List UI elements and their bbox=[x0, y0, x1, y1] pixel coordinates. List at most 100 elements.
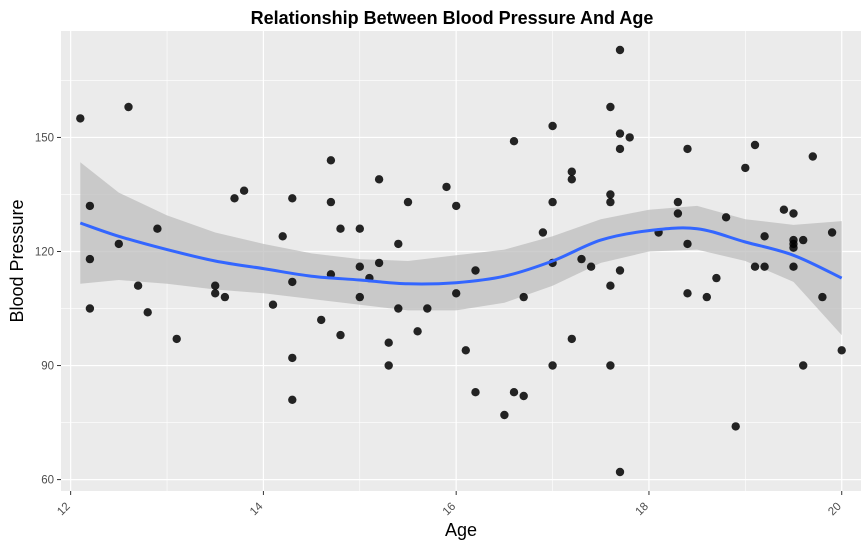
data-point bbox=[452, 289, 461, 298]
data-point bbox=[374, 258, 384, 268]
data-point bbox=[143, 308, 152, 317]
data-point bbox=[606, 281, 615, 290]
y-axis-ticks: 60 90 120 150 bbox=[35, 132, 61, 487]
data-point bbox=[153, 224, 162, 233]
x-tick-label: 16 bbox=[441, 501, 459, 519]
data-point bbox=[789, 209, 798, 218]
data-point bbox=[384, 361, 393, 370]
data-point bbox=[760, 262, 769, 271]
y-axis-label: Blood Pressure bbox=[7, 199, 27, 322]
data-point bbox=[471, 266, 480, 275]
data-point bbox=[326, 156, 336, 165]
data-point bbox=[538, 228, 548, 237]
data-point bbox=[230, 194, 239, 203]
data-point bbox=[509, 137, 519, 146]
data-point bbox=[683, 239, 692, 249]
data-point bbox=[211, 289, 220, 298]
data-point bbox=[278, 232, 287, 241]
x-tick-label: 20 bbox=[826, 501, 844, 519]
data-point bbox=[394, 304, 403, 313]
y-tick-label: 60 bbox=[41, 475, 54, 487]
data-point bbox=[799, 235, 808, 245]
data-point bbox=[85, 304, 95, 313]
x-tick-label: 12 bbox=[55, 501, 73, 519]
data-point bbox=[394, 239, 403, 249]
data-point bbox=[336, 224, 345, 233]
data-point bbox=[239, 186, 249, 195]
data-point bbox=[837, 346, 846, 355]
data-point bbox=[606, 190, 615, 199]
data-point bbox=[220, 292, 230, 302]
data-point bbox=[779, 205, 789, 214]
chart-title: Relationship Between Blood Pressure And … bbox=[251, 8, 654, 28]
data-point bbox=[567, 175, 576, 184]
data-point bbox=[673, 197, 683, 207]
data-point bbox=[76, 114, 85, 123]
data-point bbox=[615, 129, 625, 138]
data-point bbox=[548, 121, 557, 131]
data-point bbox=[721, 213, 731, 222]
data-point bbox=[288, 353, 297, 363]
data-point bbox=[336, 330, 345, 340]
data-point bbox=[731, 422, 740, 431]
data-point bbox=[288, 395, 297, 404]
data-point bbox=[750, 140, 760, 150]
data-point bbox=[789, 243, 798, 252]
data-point bbox=[615, 45, 625, 55]
data-point bbox=[442, 182, 451, 192]
data-point bbox=[586, 262, 596, 271]
confidence-band bbox=[80, 162, 842, 336]
data-point bbox=[500, 410, 509, 420]
data-point bbox=[114, 239, 124, 249]
data-point bbox=[577, 254, 586, 264]
data-point bbox=[606, 197, 615, 207]
data-point bbox=[355, 224, 364, 233]
data-point bbox=[133, 281, 143, 290]
data-point bbox=[548, 197, 557, 207]
x-tick-label: 14 bbox=[248, 500, 266, 518]
data-point bbox=[288, 277, 297, 287]
data-point bbox=[317, 315, 326, 325]
data-point bbox=[741, 163, 750, 173]
y-tick-label: 120 bbox=[35, 246, 54, 258]
data-point bbox=[85, 254, 95, 264]
data-point bbox=[374, 175, 384, 184]
data-point bbox=[712, 273, 721, 283]
data-point bbox=[124, 102, 133, 112]
data-point bbox=[288, 194, 297, 203]
data-point bbox=[615, 467, 625, 477]
data-point bbox=[702, 292, 711, 302]
data-point bbox=[384, 338, 393, 347]
data-point bbox=[615, 144, 625, 154]
x-axis-ticks: 12 14 16 18 20 bbox=[55, 491, 844, 518]
data-point bbox=[423, 304, 432, 313]
data-point bbox=[683, 289, 692, 298]
data-point bbox=[808, 152, 817, 161]
data-point bbox=[606, 102, 615, 112]
data-point bbox=[789, 262, 798, 271]
confidence-ribbon bbox=[80, 162, 842, 336]
data-point bbox=[606, 361, 615, 370]
data-point bbox=[567, 167, 576, 176]
data-point bbox=[625, 133, 634, 142]
data-point bbox=[827, 228, 837, 237]
data-point bbox=[548, 361, 557, 370]
data-point bbox=[471, 388, 480, 397]
data-point bbox=[519, 391, 528, 401]
data-point bbox=[799, 361, 808, 370]
x-tick-label: 18 bbox=[634, 501, 652, 519]
loess-curve bbox=[79, 221, 843, 286]
data-point bbox=[268, 300, 278, 309]
data-point bbox=[683, 144, 692, 154]
y-tick-label: 150 bbox=[35, 132, 54, 144]
smooth-line bbox=[79, 221, 843, 286]
data-point bbox=[461, 346, 470, 355]
data-point bbox=[750, 262, 760, 271]
data-point bbox=[211, 281, 220, 290]
x-axis-label: Age bbox=[445, 520, 477, 540]
data-point bbox=[567, 334, 576, 344]
data-point bbox=[413, 327, 422, 336]
data-point bbox=[355, 292, 364, 302]
data-point bbox=[85, 201, 95, 211]
